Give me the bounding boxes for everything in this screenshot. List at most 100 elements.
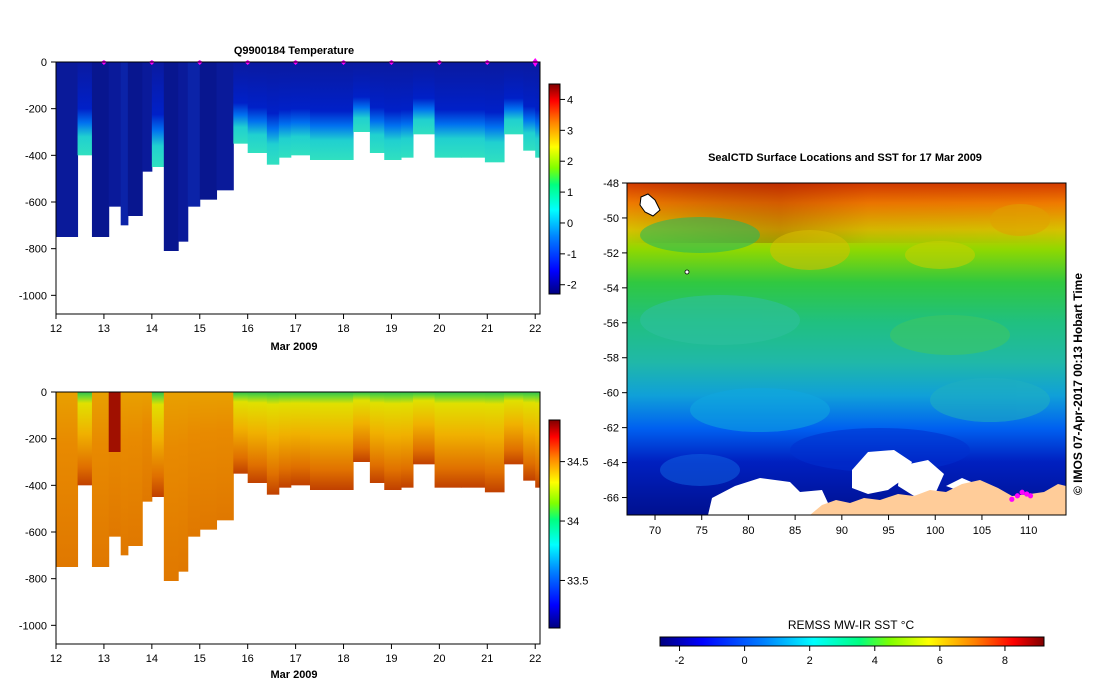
colorbar-tick-label: 34.5 xyxy=(567,457,588,469)
y-tick-label: -200 xyxy=(25,434,47,446)
salinity-cells xyxy=(56,392,541,581)
y-tick-label: -400 xyxy=(25,150,47,162)
salinity-profile-cell xyxy=(413,392,436,465)
colorbar-tick-label: -1 xyxy=(567,249,577,261)
x-tick-label: 19 xyxy=(385,323,397,335)
x-tick-label: 15 xyxy=(194,653,206,665)
map-y-tick-label: -50 xyxy=(603,213,619,225)
map-y-tick-label: -52 xyxy=(603,248,619,260)
x-tick-label: 17 xyxy=(289,323,301,335)
map-x-tick-label: 85 xyxy=(789,525,801,537)
salinity-profile-cell xyxy=(216,392,234,521)
map-colorbar-tick-label: 6 xyxy=(937,655,943,667)
salinity-profile-cell xyxy=(233,392,249,474)
x-tick-label: 14 xyxy=(146,653,158,665)
map-panel: SealCTD Surface Locations and SST for 17… xyxy=(603,152,1085,667)
map-colorbar-label: REMSS MW-IR SST °C xyxy=(788,618,915,632)
colorbar-tick-label: 34 xyxy=(567,516,579,528)
x-tick-label: 22 xyxy=(529,653,541,665)
temperature-profile-cell xyxy=(199,62,218,200)
seal-position-marker xyxy=(1019,489,1025,495)
x-tick-label: 17 xyxy=(289,653,301,665)
salinity-y-axis: 0 -200 -400 -600 -800 -1000 xyxy=(19,387,56,632)
salinity-profile-cell xyxy=(163,392,179,581)
salinity-profile-cell xyxy=(460,392,486,488)
y-tick-label: 0 xyxy=(41,57,47,69)
map-colorbar-tick-label: 2 xyxy=(807,655,813,667)
temperature-profile-cell xyxy=(247,62,268,153)
temperature-profile-cell xyxy=(163,62,179,251)
map-x-tick-label: 110 xyxy=(1020,525,1038,537)
y-tick-label: -800 xyxy=(25,244,47,256)
temperature-profile-cell xyxy=(266,62,280,165)
temperature-profile-cell xyxy=(120,62,129,226)
colorbar-tick-label: 2 xyxy=(567,156,573,168)
temperature-x-axis: 12 13 14 15 16 17 18 19 20 21 22 xyxy=(50,314,541,335)
salinity-warm-streak xyxy=(108,392,121,452)
salinity-profile-cell xyxy=(56,392,79,567)
colorbar-tick-label: -2 xyxy=(567,280,577,292)
temperature-colorbar xyxy=(548,83,561,295)
y-tick-label: -400 xyxy=(25,480,47,492)
salinity-x-label: Mar 2009 xyxy=(270,669,317,681)
salinity-profile-cell xyxy=(369,392,385,483)
temperature-profile-cell xyxy=(142,62,153,172)
copyright-label: © IMOS 07-Apr-2017 00:13 Hobart Time xyxy=(1071,273,1085,495)
colorbar-tick-label: 4 xyxy=(567,94,573,106)
temperature-profile-cell xyxy=(178,62,189,242)
salinity-profile-cell xyxy=(484,392,505,493)
salinity-profile-cell xyxy=(120,392,129,556)
x-tick-label: 18 xyxy=(337,653,349,665)
x-tick-label: 15 xyxy=(194,323,206,335)
temperature-cells xyxy=(56,62,541,251)
x-tick-label: 22 xyxy=(529,323,541,335)
antarctic-land xyxy=(810,480,1066,515)
map-frame xyxy=(626,182,1067,516)
x-tick-label: 12 xyxy=(50,323,62,335)
temperature-profile-cell xyxy=(413,62,436,135)
x-tick-label: 13 xyxy=(98,653,110,665)
salinity-profile-cell xyxy=(504,392,524,465)
map-title: SealCTD Surface Locations and SST for 17… xyxy=(708,152,982,164)
salinity-profile-cell xyxy=(309,392,333,490)
salinity-panel: 12 13 14 15 16 17 18 19 20 21 22 0 -200 -400 -600 -800… xyxy=(19,387,589,681)
salinity-profile-cell xyxy=(199,392,218,530)
temperature-profile-cell xyxy=(77,62,93,156)
map-y-tick-label: -58 xyxy=(603,353,619,365)
temperature-profile-cell xyxy=(309,62,333,160)
map-x-tick-label: 95 xyxy=(882,525,894,537)
x-tick-label: 18 xyxy=(337,323,349,335)
temperature-profile-cell xyxy=(384,62,402,160)
x-tick-label: 16 xyxy=(242,323,254,335)
salinity-profile-cell xyxy=(266,392,280,495)
map-colorbar xyxy=(659,636,1045,647)
map-x-tick-label: 75 xyxy=(696,525,708,537)
temperature-profile-cell xyxy=(504,62,524,135)
y-tick-label: -200 xyxy=(25,104,47,116)
temperature-profile-cell xyxy=(460,62,486,158)
map-y-tick-label: -64 xyxy=(603,458,619,470)
salinity-profile-cell xyxy=(151,392,165,497)
map-y-tick-label: -48 xyxy=(603,178,619,190)
x-tick-label: 21 xyxy=(481,323,493,335)
temperature-profile-cell xyxy=(127,62,143,216)
temperature-profile-cell xyxy=(484,62,505,163)
salinity-x-axis: 12 13 14 15 16 17 18 19 20 21 22 xyxy=(50,644,541,665)
map-y-axis: -48 -50 -52 -54 -56 -58 -60 -62 -64 -66 xyxy=(603,178,627,505)
map-colorbar-tick-label: 0 xyxy=(742,655,748,667)
salinity-colorbar xyxy=(548,419,561,629)
temperature-profile-cell xyxy=(353,62,371,132)
map-x-tick-label: 70 xyxy=(649,525,661,537)
salinity-profile-cell xyxy=(278,392,292,488)
temperature-profile-cell xyxy=(523,62,536,151)
temperature-profile-cell xyxy=(369,62,385,153)
temperature-colorbar-ticks: 4 3 2 1 0 -1 -2 xyxy=(560,94,577,292)
map-y-tick-label: -60 xyxy=(603,388,619,400)
map-colorbar-ticks: -2 0 2 4 6 8 xyxy=(675,646,1008,667)
y-tick-label: -600 xyxy=(25,527,47,539)
temperature-profile-cell xyxy=(56,62,79,237)
map-y-tick-label: -62 xyxy=(603,423,619,435)
temperature-profile-cell xyxy=(216,62,234,191)
salinity-profile-cell xyxy=(247,392,268,483)
map-x-tick-label: 100 xyxy=(926,525,944,537)
